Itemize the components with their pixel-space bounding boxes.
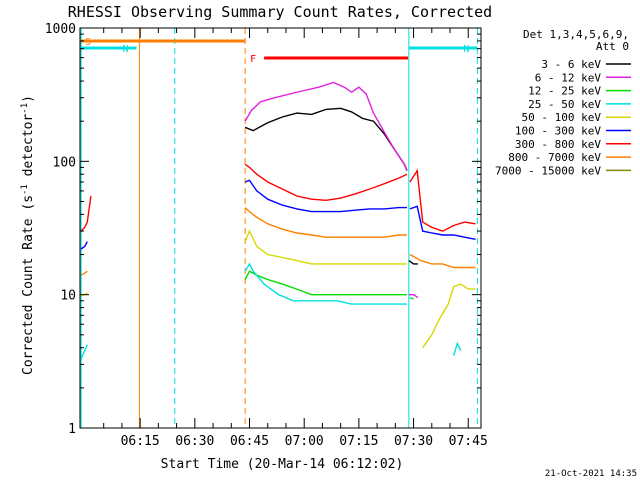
legend-header-1: Att 0 — [596, 40, 629, 53]
flag-label-n-2: N — [463, 44, 469, 55]
footer-timestamp: 21-Oct-2021 14:35 — [545, 469, 637, 479]
flag-label-n-1: N — [123, 44, 129, 55]
series-line-6-seg-0 — [80, 195, 92, 232]
flag-bars: S N N F — [81, 37, 478, 65]
legend-label-6: 300 - 800 keV — [515, 138, 601, 151]
series-line-1-seg-1 — [408, 294, 419, 299]
series-line-7-seg-0 — [80, 270, 88, 276]
legend-label-1: 6 - 12 keV — [535, 71, 602, 84]
series-line-6-seg-2 — [409, 168, 476, 232]
y-tick-label-0: 1 — [68, 422, 76, 437]
series-group — [80, 81, 476, 360]
series-line-7-seg-2 — [409, 253, 476, 269]
y-axis: 1 10 100 1000 — [45, 22, 481, 437]
legend-label-5: 100 - 300 keV — [515, 125, 601, 138]
legend-label-2: 12 - 25 keV — [528, 85, 601, 98]
series-line-0-seg-0 — [244, 107, 408, 171]
series-line-3-seg-1 — [244, 262, 407, 305]
series-line-5-seg-0 — [80, 241, 88, 250]
x-tick-label-0: 06:15 — [121, 434, 160, 449]
legend-label-3: 25 - 50 keV — [528, 98, 601, 111]
x-tick-label-2: 06:45 — [230, 434, 269, 449]
series-line-7-seg-1 — [244, 207, 407, 238]
legend-label-8: 7000 - 15000 keV — [495, 164, 601, 177]
x-tick-label-5: 07:30 — [394, 434, 433, 449]
y-tick-label-2: 100 — [53, 155, 76, 170]
legend-label-7: 800 - 7000 keV — [508, 151, 601, 164]
series-line-6-seg-1 — [244, 163, 408, 202]
legend-label-4: 50 - 100 keV — [522, 111, 602, 124]
flag-label-s-0: S — [85, 37, 91, 48]
y-axis-label: Corrected Count Rate (s-1 detector-1) — [20, 95, 36, 375]
series-line-2-seg-1 — [409, 296, 414, 300]
x-tick-label-4: 07:15 — [339, 434, 378, 449]
series-line-1-seg-0 — [244, 81, 408, 171]
series-line-3-seg-0 — [80, 344, 88, 360]
series-line-5-seg-1 — [244, 179, 407, 213]
x-tick-label-1: 06:30 — [175, 434, 214, 449]
night-boundary-lines — [80, 28, 478, 428]
series-line-4-seg-1 — [244, 229, 407, 265]
x-tick-label-6: 07:45 — [449, 434, 488, 449]
series-line-5-seg-2 — [409, 205, 476, 240]
legend-header-0: Det 1,3,4,5,6,9, — [523, 28, 629, 41]
y-tick-label-3: 1000 — [45, 22, 76, 37]
x-tick-label-3: 07:00 — [285, 434, 324, 449]
plot-frame — [79, 27, 482, 429]
series-line-3-seg-2 — [453, 341, 462, 356]
series-line-2-seg-0 — [244, 270, 407, 296]
flag-label-f-3: F — [250, 54, 256, 65]
x-axis: 06:15 06:30 06:45 07:00 07:15 07:30 07:45 — [103, 28, 488, 449]
series-line-0-seg-1 — [408, 260, 418, 265]
legend-label-0: 3 - 6 keV — [541, 58, 601, 71]
chart-title: RHESSI Observing Summary Count Rates, Co… — [68, 3, 492, 21]
y-tick-label-1: 10 — [60, 289, 76, 304]
x-axis-label: Start Time (20-Mar-14 06:12:02) — [161, 457, 404, 472]
series-line-4-seg-2 — [422, 283, 476, 349]
